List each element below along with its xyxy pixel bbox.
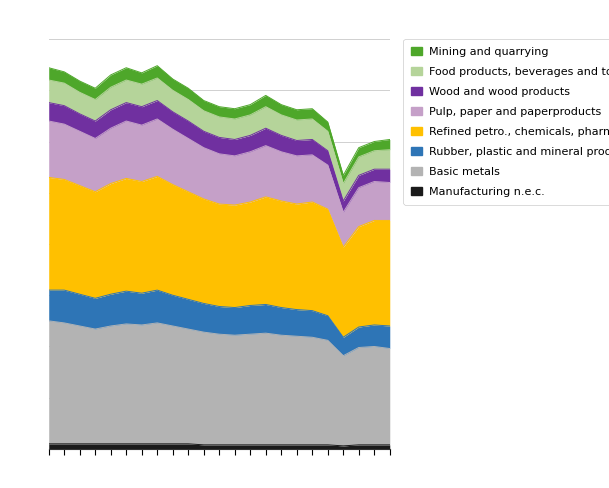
Legend: Mining and quarrying, Food products, beverages and tobacco, Wood and wood produc: Mining and quarrying, Food products, bev… bbox=[403, 39, 609, 204]
